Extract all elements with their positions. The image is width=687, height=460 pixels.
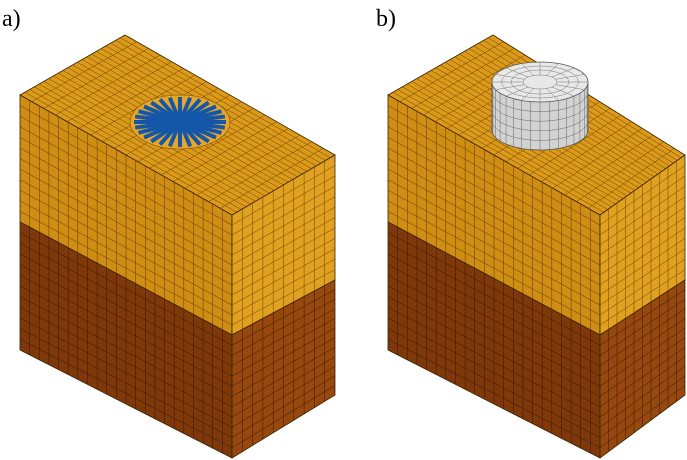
- panel-label: a): [2, 6, 21, 32]
- panel-label: b): [376, 6, 396, 32]
- meshes: [20, 35, 685, 458]
- figure: a) b): [0, 0, 687, 460]
